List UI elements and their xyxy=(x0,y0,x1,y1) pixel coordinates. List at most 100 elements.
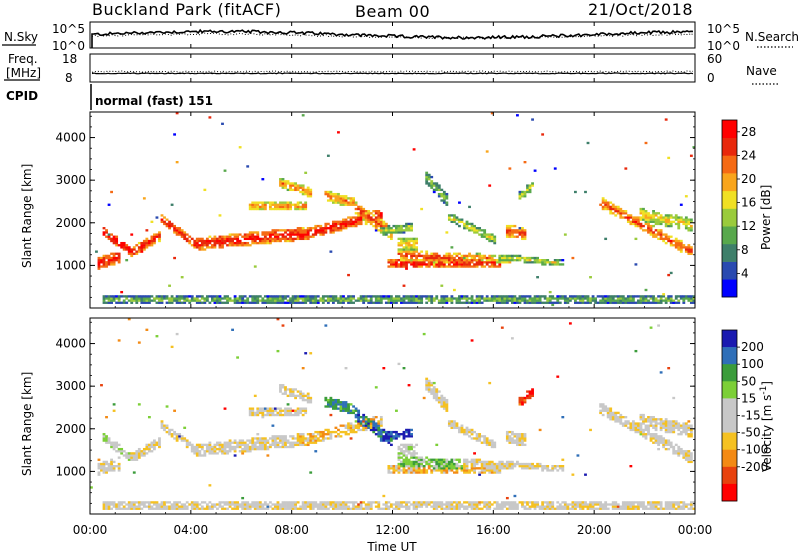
heatmap-cell xyxy=(299,443,303,447)
heatmap-cell xyxy=(405,471,408,474)
heatmap-cell xyxy=(198,295,202,298)
heatmap-cell xyxy=(178,501,182,504)
heatmap-cell xyxy=(407,241,411,247)
heatmap-cell xyxy=(281,392,285,395)
heatmap-cell xyxy=(609,407,613,412)
heatmap-cell xyxy=(339,405,343,410)
heatmap-cell xyxy=(538,465,542,468)
heatmap-cell xyxy=(130,254,134,258)
heatmap-cell xyxy=(453,252,456,255)
heatmap-cell xyxy=(687,295,691,298)
heatmap-cell xyxy=(543,301,547,304)
heatmap-cell xyxy=(226,297,229,300)
heatmap-cell xyxy=(135,301,139,304)
heatmap-cell xyxy=(405,503,408,506)
heatmap-cell xyxy=(616,411,620,415)
heatmap-cell xyxy=(584,301,587,304)
heatmap-cell xyxy=(291,503,295,506)
heatmap-cell xyxy=(669,224,673,228)
heatmap-cell xyxy=(664,443,668,447)
heatmap-cell xyxy=(644,288,648,292)
heatmap-cell xyxy=(372,210,376,213)
heatmap-cell xyxy=(256,233,260,236)
heatmap-cell xyxy=(344,297,348,300)
heatmap-cell xyxy=(405,454,408,457)
heatmap-cell xyxy=(137,501,141,504)
heatmap-cell xyxy=(334,224,338,228)
heatmap-cell xyxy=(503,259,507,262)
heatmap-cell xyxy=(296,411,300,415)
heatmap-cell xyxy=(155,235,159,238)
heatmap-cell xyxy=(553,507,557,510)
heatmap-cell xyxy=(521,297,524,302)
heatmap-cell xyxy=(425,301,429,304)
heatmap-cell xyxy=(415,460,419,464)
heatmap-cell xyxy=(407,295,411,298)
heatmap-cell xyxy=(558,297,562,300)
heatmap-cell xyxy=(614,416,618,421)
heatmap-cell xyxy=(405,252,408,258)
heatmap-cell xyxy=(281,409,285,412)
heatmap-cell xyxy=(674,222,678,226)
heatmap-cell xyxy=(125,297,129,300)
heatmap-cell xyxy=(127,299,131,302)
heatmap-cell xyxy=(604,299,608,304)
heatmap-cell xyxy=(447,256,451,262)
heatmap-cell xyxy=(198,246,202,251)
heatmap-cell xyxy=(637,218,640,223)
heatmap-cell xyxy=(246,165,250,168)
heatmap-cell xyxy=(311,441,315,444)
heatmap-cell xyxy=(281,205,285,209)
heatmap-cell xyxy=(296,295,300,298)
heatmap-cell xyxy=(563,505,567,510)
heatmap-cell xyxy=(332,222,335,226)
heatmap-cell xyxy=(498,297,502,302)
heatmap-cell xyxy=(432,458,436,461)
heatmap-cell xyxy=(296,409,300,412)
heatmap-cell xyxy=(173,229,177,232)
heatmap-cell xyxy=(332,299,335,302)
heatmap-cell xyxy=(369,424,373,429)
heatmap-cell xyxy=(425,384,429,387)
power-colorbar-tick-label: 28 xyxy=(741,125,756,139)
heatmap-cell xyxy=(667,239,671,243)
heatmap-cell xyxy=(440,465,444,468)
heatmap-cell xyxy=(349,507,353,510)
cpid-value: normal (fast) 151 xyxy=(95,94,213,108)
heatmap-cell xyxy=(480,259,484,262)
heatmap-cell xyxy=(301,501,305,506)
heatmap-cell xyxy=(659,505,663,510)
heatmap-cell xyxy=(258,505,262,508)
heatmap-cell xyxy=(571,295,575,298)
heatmap-cell xyxy=(473,263,476,266)
heatmap-cell xyxy=(415,239,419,243)
heatmap-cell xyxy=(110,503,113,506)
heatmap-cell xyxy=(619,422,623,425)
heatmap-cell xyxy=(639,426,643,429)
heatmap-cell xyxy=(354,413,358,419)
heatmap-cell xyxy=(334,227,338,232)
heatmap-cell xyxy=(483,299,487,302)
heatmap-cell xyxy=(188,239,192,243)
heatmap-cell xyxy=(485,233,489,236)
heatmap-cell xyxy=(596,501,600,504)
heatmap-cell xyxy=(332,405,335,410)
heatmap-cell xyxy=(218,501,222,504)
heatmap-cell xyxy=(306,195,310,198)
heatmap-cell xyxy=(410,263,413,266)
heatmap-cell xyxy=(364,505,368,510)
heatmap-cell xyxy=(465,465,469,468)
heatmap-cell xyxy=(440,295,444,298)
heatmap-cell xyxy=(574,299,577,302)
heatmap-cell xyxy=(216,237,219,241)
heatmap-cell xyxy=(238,295,242,298)
heatmap-cell xyxy=(500,256,504,260)
heatmap-cell xyxy=(233,454,237,457)
heatmap-cell xyxy=(263,507,267,510)
heatmap-cell xyxy=(228,297,232,300)
heatmap-cell xyxy=(296,301,300,304)
heatmap-cell xyxy=(117,259,121,264)
heatmap-cell xyxy=(291,184,295,187)
heatmap-cell xyxy=(412,452,416,457)
heatmap-cell xyxy=(432,396,436,400)
